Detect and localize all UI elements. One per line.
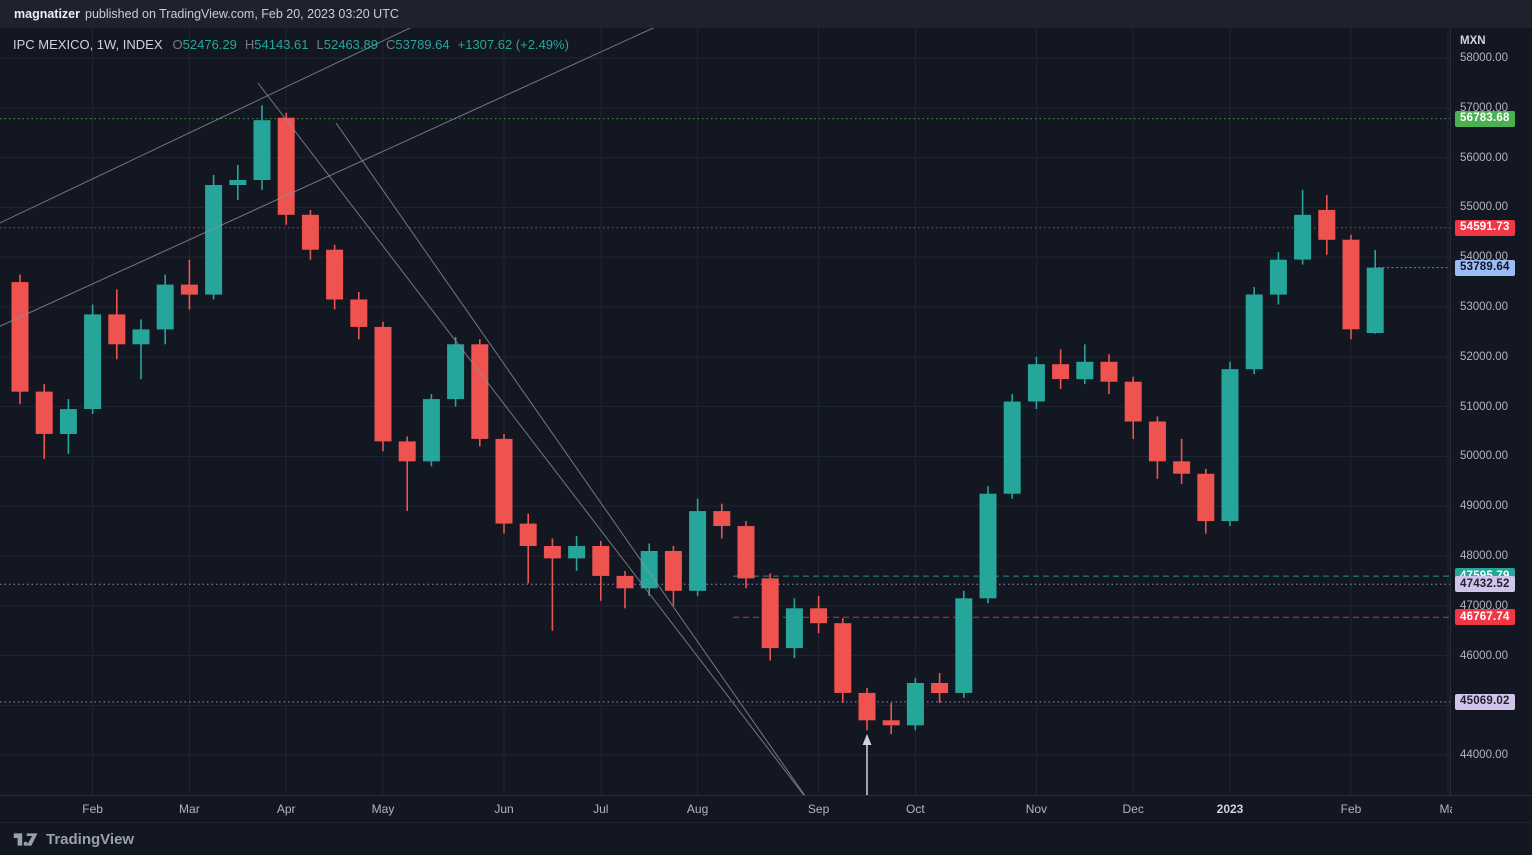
change-value: +1307.62 (+2.49%) <box>457 37 569 52</box>
y-axis-tick: 48000.00 <box>1460 549 1508 562</box>
y-axis-tick: 55000.00 <box>1460 201 1508 214</box>
x-axis-tick: Apr <box>276 802 296 816</box>
price-label: 56783.68 <box>1455 110 1515 127</box>
x-axis-tick: May <box>371 802 395 816</box>
x-axis-tick: Feb <box>1340 802 1362 816</box>
x-axis-tick: Mar <box>179 802 200 816</box>
tradingview-logo-text: TradingView <box>46 830 135 848</box>
symbol-legend: IPC MEXICO, 1W, INDEX O52476.29 H54143.6… <box>13 37 569 52</box>
price-label: 53789.64 <box>1455 259 1515 276</box>
tradingview-logo[interactable]: TradingView <box>13 831 134 848</box>
y-axis-tick: 56000.00 <box>1460 151 1508 164</box>
symbol-title[interactable]: IPC MEXICO, 1W, INDEX <box>13 37 163 52</box>
price-label: 47432.52 <box>1455 576 1515 593</box>
ohlc-high: H54143.61 <box>244 37 309 52</box>
y-axis-tick: 52000.00 <box>1460 350 1508 363</box>
y-axis-tick: 46000.00 <box>1460 649 1508 662</box>
x-axis-tick: Nov <box>1025 802 1048 816</box>
y-axis-tick: 53000.00 <box>1460 300 1508 313</box>
y-axis-tick: 47000.00 <box>1460 599 1508 612</box>
tradingview-logo-icon <box>13 832 38 846</box>
author-name: magnatizer <box>14 7 80 21</box>
chart-area: IPC MEXICO, 1W, INDEX O52476.29 H54143.6… <box>0 2 1532 823</box>
price-label: 46767.74 <box>1455 609 1515 626</box>
y-axis-tick: 58000.00 <box>1460 51 1508 64</box>
price-axis[interactable]: MXN 58000.00 57000.00 56000.00 55000.00 5400… <box>1450 28 1532 795</box>
x-axis-tick: Dec <box>1122 802 1144 816</box>
time-axis[interactable]: Feb Mar Apr May Jun Jul Aug Sep Oct Nov Dec 2023 Feb… <box>0 795 1452 823</box>
price-label: 45069.02 <box>1455 693 1515 710</box>
ohlc-open: O52476.29 <box>172 37 237 52</box>
y-axis-tick: 44000.00 <box>1460 749 1508 762</box>
attribution-text: published on TradingView.com, Feb 20, 20… <box>85 7 399 21</box>
footer-bar: TradingView <box>0 822 1532 855</box>
x-axis-tick: 2023 <box>1216 802 1244 816</box>
y-axis-tick: 49000.00 <box>1460 500 1508 513</box>
ohlc-low: L52463.89 <box>316 37 378 52</box>
y-axis-tick: 51000.00 <box>1460 400 1508 413</box>
x-axis-tick: Oct <box>906 802 925 816</box>
price-label: 54591.73 <box>1455 219 1515 236</box>
ohlc-close: C53789.64 <box>385 37 450 52</box>
x-axis-tick: Ma <box>1439 802 1452 816</box>
y-axis-tick: 50000.00 <box>1460 450 1508 463</box>
x-axis-tick: Jun <box>494 802 514 816</box>
x-axis-tick: Sep <box>807 802 830 816</box>
candlestick-chart[interactable] <box>0 2 1450 801</box>
currency-label: MXN <box>1460 35 1486 47</box>
x-axis-tick: Feb <box>82 802 103 816</box>
x-axis-tick: Aug <box>686 802 709 816</box>
attribution-bar: magnatizer published on TradingView.com,… <box>0 0 1532 28</box>
time-axis-corner <box>1452 795 1532 823</box>
x-axis-tick: Jul <box>593 802 609 816</box>
